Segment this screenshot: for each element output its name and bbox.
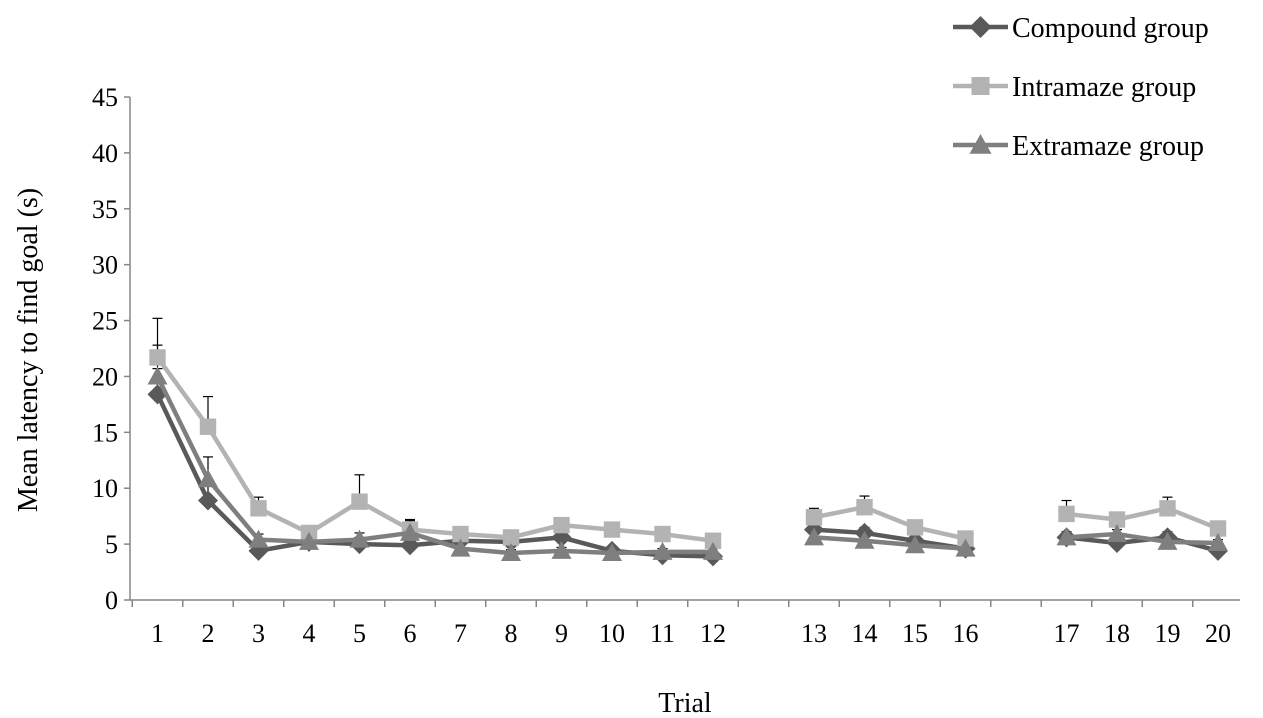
x-tick-label: 4 — [303, 619, 316, 648]
data-point — [400, 522, 420, 541]
data-point — [805, 509, 823, 526]
series-extramaze-group — [147, 366, 1228, 562]
data-point — [299, 531, 319, 550]
legend-item: Compound group — [953, 13, 1209, 44]
x-tick-label: 1 — [151, 619, 164, 648]
data-point — [804, 527, 824, 546]
x-axis-ticks: 1 2 3 4 5 6 7 8 9 10 11 12 13 14 15 16 17 18 19 20 — [131, 600, 1231, 648]
x-tick-label: 17 — [1054, 619, 1080, 648]
data-point — [602, 543, 622, 562]
data-point — [854, 530, 875, 549]
axes — [129, 97, 1240, 601]
legend-label: Extramaze group — [1012, 131, 1204, 162]
legend-label: Intramaze group — [1012, 72, 1196, 103]
y-axis-ticks: 0 5 10 15 20 25 30 35 40 45 — [92, 83, 130, 615]
series-intramaze-group — [149, 349, 1227, 549]
x-tick-label: 2 — [202, 619, 215, 648]
y-tick-label: 45 — [92, 83, 118, 112]
legend-marker — [969, 134, 992, 154]
x-tick-label: 13 — [801, 619, 827, 648]
y-tick-label: 15 — [92, 418, 118, 447]
y-tick-label: 30 — [92, 251, 118, 280]
x-tick-label: 20 — [1205, 619, 1231, 648]
data-point — [450, 538, 471, 557]
y-tick-label: 25 — [92, 307, 118, 336]
data-point — [501, 543, 521, 562]
data-point — [905, 535, 925, 554]
x-tick-label: 3 — [252, 619, 265, 648]
legend-item: Intramaze group — [953, 72, 1196, 103]
data-point — [349, 529, 370, 548]
x-tick-label: 9 — [555, 619, 568, 648]
y-tick-label: 40 — [92, 139, 118, 168]
legend: Compound group Intramaze group Extramaze g… — [953, 13, 1209, 162]
legend-item: Extramaze group — [953, 131, 1204, 162]
data-point — [652, 541, 673, 560]
x-tick-label: 6 — [404, 619, 417, 648]
data-point — [149, 349, 166, 366]
data-point — [704, 532, 722, 549]
x-axis-title: Trial — [658, 688, 712, 718]
data-point — [957, 530, 974, 547]
x-tick-label: 14 — [852, 619, 878, 648]
y-tick-label: 0 — [105, 586, 118, 615]
x-tick-label: 11 — [650, 619, 675, 648]
y-tick-label: 5 — [105, 530, 118, 559]
series-line-segment — [813, 535, 966, 551]
x-tick-label: 16 — [953, 619, 979, 648]
series-line-segment — [1066, 531, 1219, 546]
series-line-segment — [1066, 506, 1219, 531]
data-point — [147, 366, 168, 385]
x-tick-label: 15 — [902, 619, 928, 648]
series-line-segment — [155, 375, 713, 556]
data-point — [1159, 500, 1176, 517]
data-point — [906, 519, 924, 536]
data-point — [703, 541, 723, 560]
data-point — [553, 516, 570, 534]
y-tick-label: 20 — [92, 362, 118, 391]
legend-marker — [971, 76, 990, 96]
x-tick-label: 12 — [700, 619, 726, 648]
data-point — [199, 418, 217, 435]
x-tick-label: 5 — [353, 619, 366, 648]
y-axis-title: Mean latency to find goal (s) — [13, 188, 44, 512]
data-point — [856, 499, 873, 516]
data-point — [1107, 524, 1127, 543]
data-point — [1058, 505, 1075, 523]
data-point — [955, 538, 976, 557]
x-tick-label: 19 — [1155, 619, 1181, 648]
data-point — [248, 529, 269, 548]
x-tick-label: 18 — [1104, 619, 1130, 648]
data-point — [1056, 527, 1077, 546]
data-point — [1209, 520, 1227, 537]
series-line-segment — [155, 356, 714, 543]
data-point — [351, 493, 368, 510]
series-line-segment — [813, 504, 966, 541]
y-tick-label: 10 — [92, 474, 118, 503]
data-point — [654, 525, 671, 543]
data-point — [198, 469, 218, 488]
y-tick-label: 35 — [92, 195, 118, 224]
data-point — [452, 525, 469, 543]
legend-marker — [969, 16, 992, 38]
data-point — [1157, 531, 1178, 550]
x-tick-label: 10 — [599, 619, 625, 648]
series-lines — [147, 349, 1228, 567]
x-tick-label: 7 — [454, 619, 467, 648]
data-point — [1108, 511, 1126, 528]
legend-label: Compound group — [1012, 13, 1209, 44]
data-point — [502, 529, 520, 546]
data-point — [198, 490, 218, 511]
data-point — [1208, 532, 1228, 551]
data-point — [551, 540, 572, 559]
x-tick-label: 8 — [505, 619, 518, 648]
data-point — [250, 500, 267, 517]
data-point — [603, 521, 621, 538]
